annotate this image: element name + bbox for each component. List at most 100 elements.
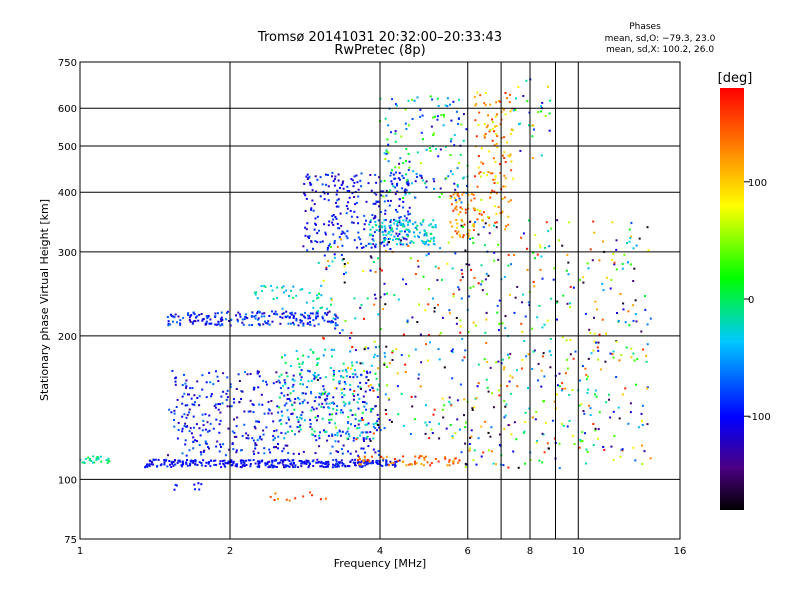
data-point xyxy=(173,425,176,428)
data-point xyxy=(413,99,416,102)
data-point xyxy=(376,462,379,465)
data-point xyxy=(320,405,323,408)
data-point xyxy=(264,464,267,467)
data-point xyxy=(294,312,297,315)
data-point xyxy=(420,131,423,134)
data-point xyxy=(345,375,348,378)
data-point xyxy=(550,297,553,300)
data-point xyxy=(177,421,180,424)
data-point xyxy=(350,367,353,370)
data-point xyxy=(343,265,346,268)
data-point xyxy=(309,323,312,326)
data-point xyxy=(286,464,289,467)
data-point xyxy=(522,431,525,434)
data-point xyxy=(404,363,407,366)
data-point xyxy=(612,252,615,255)
data-point xyxy=(305,197,308,200)
data-point xyxy=(352,437,355,440)
data-point xyxy=(357,231,360,234)
data-point xyxy=(480,213,483,216)
data-point xyxy=(385,234,388,237)
data-point xyxy=(286,444,289,447)
data-point xyxy=(521,330,524,333)
data-point xyxy=(268,448,271,451)
data-point xyxy=(325,430,328,433)
data-point xyxy=(429,464,432,467)
data-point xyxy=(246,317,249,320)
data-point xyxy=(97,457,100,460)
data-point xyxy=(299,416,302,419)
data-point xyxy=(405,228,408,231)
data-point xyxy=(360,465,363,468)
data-point xyxy=(268,323,271,326)
data-point xyxy=(556,393,558,396)
data-point xyxy=(298,366,301,369)
data-point xyxy=(402,225,405,228)
data-point xyxy=(303,462,306,465)
data-point xyxy=(265,426,268,429)
data-point xyxy=(578,446,581,449)
data-point xyxy=(495,192,498,195)
data-point xyxy=(387,143,390,146)
data-point xyxy=(585,462,587,465)
data-point xyxy=(159,464,162,467)
data-point xyxy=(331,321,334,324)
data-point xyxy=(477,382,480,385)
data-point xyxy=(325,183,328,186)
data-point xyxy=(565,269,568,272)
data-point xyxy=(540,369,543,372)
data-point xyxy=(317,229,320,232)
data-point xyxy=(346,189,349,192)
data-point xyxy=(411,98,414,101)
data-point xyxy=(601,318,604,321)
x-axis-label: Frequency [MHz] xyxy=(334,557,426,570)
data-point xyxy=(222,462,225,465)
data-point xyxy=(225,311,228,314)
data-point xyxy=(489,129,492,132)
data-point xyxy=(326,461,329,464)
x-tick-label: 4 xyxy=(377,546,383,557)
data-point xyxy=(290,289,292,292)
data-point xyxy=(472,321,475,324)
data-point xyxy=(239,466,242,468)
data-point xyxy=(336,222,339,225)
data-point xyxy=(528,304,531,307)
data-point xyxy=(300,417,303,420)
data-point xyxy=(484,133,487,135)
data-point xyxy=(579,440,582,443)
data-point xyxy=(222,443,225,446)
data-point xyxy=(304,210,307,212)
data-point xyxy=(226,396,229,399)
data-point xyxy=(290,413,293,415)
data-point xyxy=(212,383,215,386)
data-point xyxy=(432,297,434,300)
data-point xyxy=(340,238,342,241)
data-point xyxy=(607,393,610,396)
data-point xyxy=(569,285,572,288)
data-point xyxy=(322,406,325,409)
data-point xyxy=(295,319,298,322)
data-point xyxy=(458,459,461,462)
data-point xyxy=(307,317,310,320)
data-point xyxy=(455,316,458,319)
data-point xyxy=(269,465,271,468)
data-point xyxy=(409,433,412,435)
data-point xyxy=(593,340,596,343)
data-point xyxy=(271,320,274,323)
data-point xyxy=(261,289,263,292)
data-point xyxy=(492,157,495,160)
data-point xyxy=(390,462,393,465)
data-point xyxy=(217,320,220,323)
data-point xyxy=(326,439,329,442)
data-point xyxy=(428,333,430,336)
data-point xyxy=(311,312,314,315)
data-point xyxy=(323,192,326,195)
data-point xyxy=(372,437,375,440)
data-point xyxy=(351,192,354,195)
data-point xyxy=(333,464,336,467)
data-point xyxy=(414,462,417,465)
data-point xyxy=(460,297,463,300)
data-point xyxy=(432,178,435,180)
data-point xyxy=(628,324,631,327)
data-point xyxy=(194,488,196,491)
